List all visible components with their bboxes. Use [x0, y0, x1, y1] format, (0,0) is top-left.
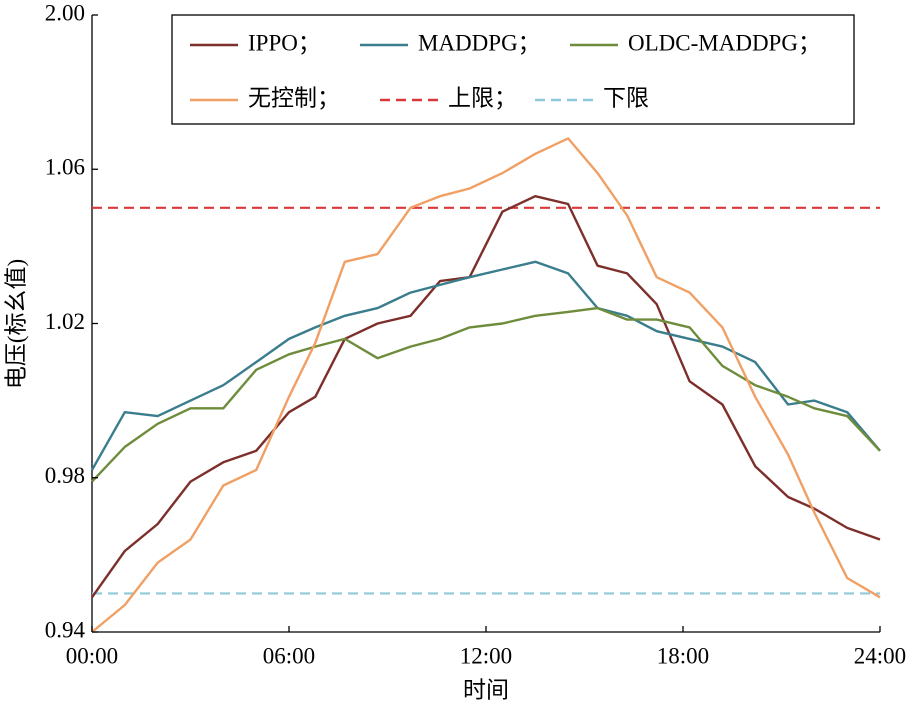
x-tick-label: 12:00	[460, 643, 512, 668]
y-tick-label: 1.02	[45, 309, 85, 334]
y-tick-label: 0.98	[45, 463, 85, 488]
legend-label: 下限	[603, 85, 649, 110]
x-tick-label: 00:00	[66, 643, 118, 668]
y-tick-label: 2.00	[45, 0, 85, 25]
series-line	[91, 195, 881, 598]
legend-label: OLDC-MADDPG；	[628, 30, 821, 55]
x-tick-label: 18:00	[657, 643, 709, 668]
series-line	[91, 306, 881, 483]
y-axis-label: 电压(标幺值)	[3, 259, 28, 389]
series-line	[91, 137, 881, 633]
legend	[171, 14, 855, 125]
y-tick-label: 1.06	[45, 155, 85, 180]
legend-label: 无控制；	[248, 85, 340, 110]
x-tick-label: 24:00	[854, 643, 906, 668]
x-axis-label: 时间	[463, 677, 509, 702]
x-tick-label: 06:00	[263, 643, 315, 668]
legend-label: MADDPG；	[418, 30, 541, 55]
y-tick-label: 0.94	[45, 617, 86, 642]
legend-label: IPPO；	[248, 30, 321, 55]
series-line	[90, 260, 881, 471]
legend-label: 上限；	[448, 85, 517, 110]
